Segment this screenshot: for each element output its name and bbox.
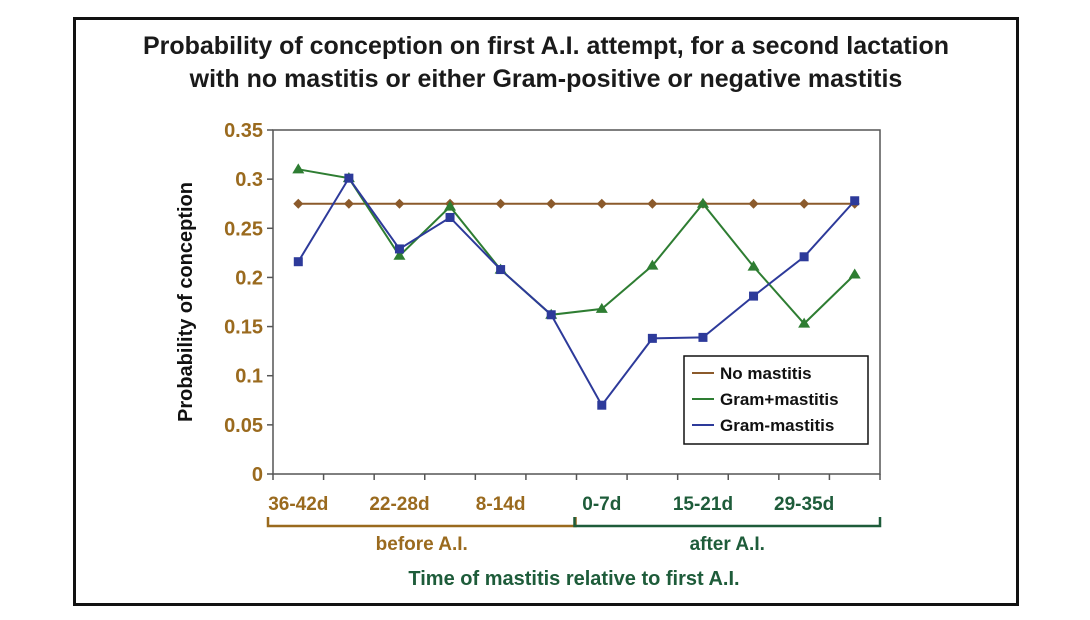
legend-box [683,355,869,445]
legend-entry: Gram+mastitis [720,390,839,409]
data-point-square [647,333,657,343]
data-point-triangle [798,317,811,328]
group-label: after A.I. [690,534,765,555]
x-tick-label: 0-7d [582,494,621,515]
series-line [298,168,856,326]
group-label: before A.I. [376,534,468,555]
data-point-diamond [748,198,759,209]
y-tick-labels: 0 0.05 0.1 0.15 0.2 0.25 0.3 0.35 [224,120,263,486]
series-markers [292,163,861,410]
data-point-square [698,332,708,342]
data-point-square [597,400,607,410]
group-bracket [266,517,577,528]
x-tick-labels: 36-42d 22-28d 8-14d 0-7d 15-21d 29-35d [268,494,834,515]
x-tick-label: 36-42d [268,494,328,515]
data-point-triangle [646,259,659,270]
x-axis-label: Time of mastitis relative to first A.I. [408,568,739,590]
data-point-triangle [747,260,760,271]
y-tick-label: 0.15 [224,317,263,339]
x-group-brackets: before A.I. after A.I. [266,517,882,555]
data-point-diamond [596,198,607,209]
data-point-triangle [696,197,709,208]
data-point-diamond [799,198,810,209]
data-point-diamond [293,198,304,209]
y-tick-label: 0.25 [224,218,263,240]
data-point-diamond [343,198,354,209]
data-point-square [344,173,354,183]
data-point-square [749,291,759,301]
y-tick-label: 0.3 [235,169,263,191]
y-tick-label: 0.1 [235,366,263,388]
x-tick-label: 15-21d [673,494,733,515]
y-tick-label: 0.35 [224,120,263,142]
data-point-square [496,265,506,275]
data-point-diamond [394,198,405,209]
data-point-square [394,244,404,254]
x-tick-label: 22-28d [369,494,429,515]
x-tick-label: 29-35d [774,494,834,515]
legend-entry: Gram-mastitis [720,416,834,435]
data-point-triangle [595,302,608,313]
series-lines [297,168,856,408]
chart-title-line-1: Probability of conception on first A.I. … [142,32,950,60]
data-point-square [546,310,556,320]
data-point-square [850,196,860,206]
y-axis-label: Probability of conception [175,182,197,422]
y-tick-label: 0.2 [235,267,263,289]
data-point-square [293,257,303,267]
y-tick-label: 0 [252,464,263,486]
y-tick-label: 0.05 [224,415,263,437]
data-point-diamond [546,198,557,209]
data-point-triangle [292,163,305,174]
data-point-square [445,212,455,222]
data-point-triangle [848,268,861,279]
chart-title-line-2: with no mastitis or either Gram-positive… [189,65,903,93]
data-point-diamond [647,198,658,209]
data-point-triangle [393,249,406,260]
legend-entry: No mastitis [720,364,812,383]
group-bracket [573,517,882,528]
data-point-diamond [495,198,506,209]
legend: No mastitis Gram+mastitis Gram-mastitis [683,355,869,445]
chart-title: Probability of conception on first A.I. … [73,30,1019,96]
data-point-square [799,252,809,262]
data-point-triangle [444,200,457,211]
series-line [297,176,856,408]
x-tick-label: 8-14d [476,494,526,515]
